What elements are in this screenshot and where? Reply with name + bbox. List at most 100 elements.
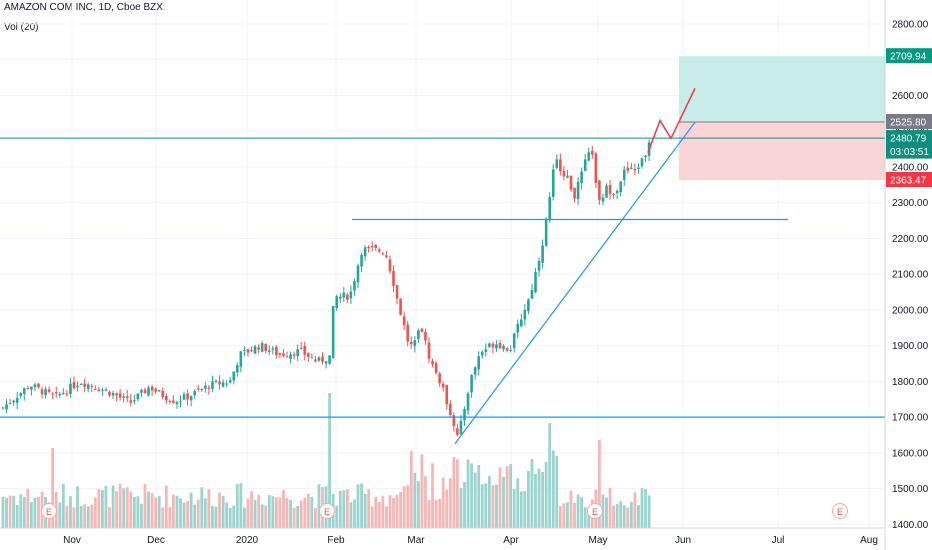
candle <box>360 254 363 267</box>
candle <box>218 381 221 385</box>
volume-bar <box>5 497 8 528</box>
earnings-marker: E <box>324 507 330 517</box>
volume-bar <box>101 490 104 528</box>
time-tick-label: Apr <box>503 535 519 546</box>
volume-bar <box>416 481 420 528</box>
candle <box>228 380 232 383</box>
volume-bar <box>399 492 402 528</box>
volume-bar <box>140 503 143 528</box>
candle <box>69 383 72 394</box>
candle <box>136 393 140 400</box>
candle <box>118 393 122 398</box>
candle <box>626 167 630 171</box>
candle <box>573 187 576 199</box>
volume-bar <box>267 495 271 528</box>
volume-bar <box>459 488 463 528</box>
candle <box>622 169 626 180</box>
volume-bar <box>218 492 221 528</box>
candle <box>122 396 125 398</box>
volume-bar <box>388 495 392 528</box>
price-label: 2363.47 <box>890 176 927 187</box>
time-tick-label: Feb <box>327 535 345 546</box>
candle <box>353 280 356 291</box>
earnings-marker: E <box>592 507 598 517</box>
price-tick-label: 2600.00 <box>892 91 929 102</box>
candle <box>633 168 637 171</box>
volume-bar <box>349 502 353 528</box>
volume-bar <box>427 499 431 528</box>
volume-bar <box>523 491 527 528</box>
candle <box>264 343 267 351</box>
candle <box>420 328 424 332</box>
candle <box>640 158 644 167</box>
candle <box>44 389 47 396</box>
volume-bar <box>239 483 243 528</box>
candle <box>108 391 111 396</box>
candle <box>587 152 591 161</box>
candle <box>452 415 456 427</box>
candle <box>260 343 264 352</box>
volume-bar <box>207 489 211 528</box>
volume-bar <box>612 505 615 528</box>
volume-bar <box>580 497 584 528</box>
volume-bar <box>487 475 491 528</box>
price-tick-label: 1800.00 <box>892 377 929 388</box>
volume-bar <box>537 468 541 528</box>
volume-bar <box>314 507 317 528</box>
volume-bar <box>644 488 647 528</box>
candle <box>370 245 374 248</box>
candle <box>65 393 69 395</box>
volume-bar <box>548 423 552 528</box>
volume-bar <box>431 463 434 528</box>
candle <box>236 365 239 373</box>
volume-bar <box>622 505 626 528</box>
volume-bar <box>182 502 186 528</box>
candle <box>466 393 470 411</box>
volume-bar <box>260 504 264 528</box>
candle <box>378 249 381 252</box>
candle <box>548 196 551 221</box>
volume-bar <box>306 493 310 528</box>
volume-bar <box>608 487 612 528</box>
volume-bar <box>551 450 555 528</box>
volume-bar <box>19 494 23 528</box>
earnings-marker: E <box>837 507 843 517</box>
volume-bar <box>150 493 154 528</box>
earnings-icon <box>587 503 603 519</box>
volume-bar <box>516 478 520 528</box>
time-tick-label: Aug <box>860 535 878 546</box>
volume-bar <box>566 502 569 528</box>
candle <box>321 356 324 362</box>
candle <box>47 389 51 392</box>
candle <box>449 403 452 416</box>
candle <box>601 197 605 202</box>
volume-bar <box>175 495 179 528</box>
candle <box>346 294 349 300</box>
candle <box>161 390 165 398</box>
volume-bar <box>448 478 452 528</box>
candle <box>101 389 104 391</box>
volume-bar <box>541 472 544 528</box>
volume-bar <box>377 501 381 528</box>
time-tick-label: Mar <box>407 535 425 546</box>
volume-bar <box>93 497 97 528</box>
candle <box>619 181 622 193</box>
candle <box>314 359 317 362</box>
volume-bar <box>79 505 83 528</box>
volume-bar <box>466 459 470 528</box>
price-tick-label: 1900.00 <box>892 341 929 352</box>
volume-bar <box>470 463 473 528</box>
volume-bar <box>282 489 285 528</box>
candle <box>516 324 520 333</box>
candle <box>591 150 594 155</box>
volume-bar <box>519 491 523 528</box>
candle <box>175 402 179 405</box>
candle <box>431 360 434 365</box>
price-tick-label: 2800.00 <box>892 20 929 31</box>
volume-bar <box>246 498 250 528</box>
volume-bar <box>257 494 260 528</box>
volume-bar <box>647 495 651 528</box>
volume-bar <box>196 499 200 528</box>
volume-bar <box>473 472 477 528</box>
